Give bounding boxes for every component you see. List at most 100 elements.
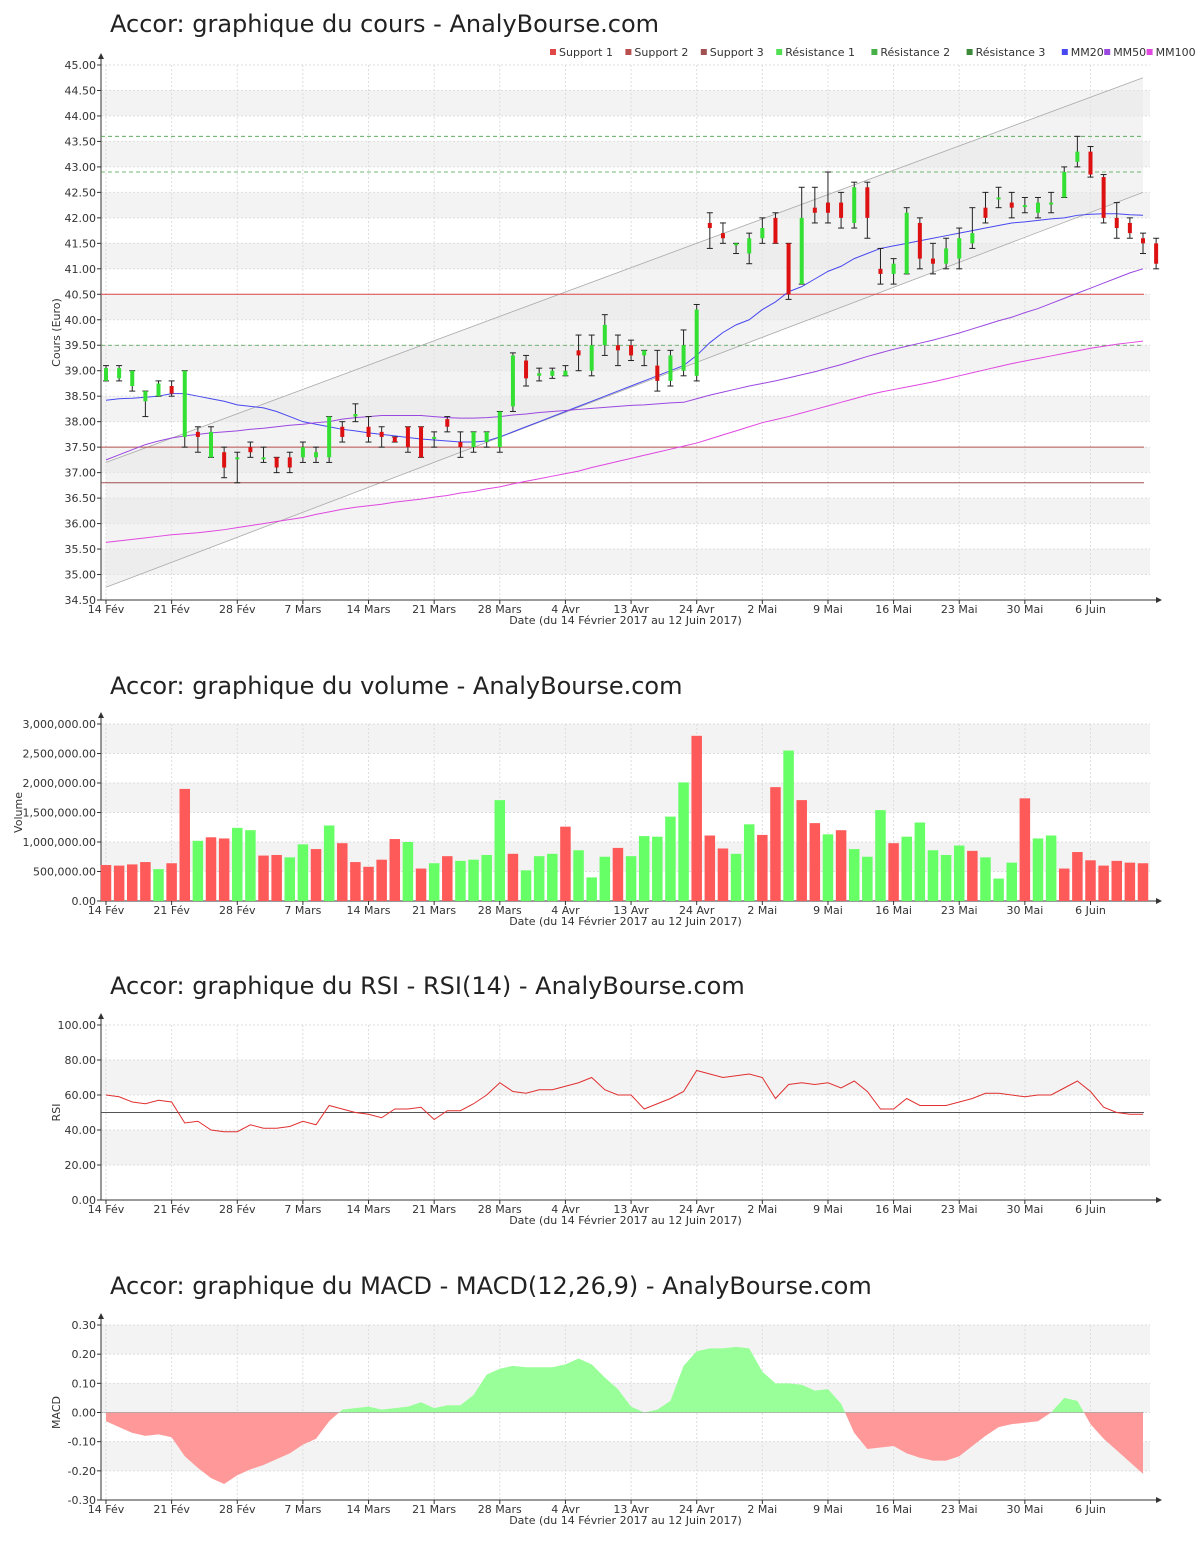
candle-body	[1062, 172, 1067, 198]
macd-positive-area	[338, 1346, 846, 1413]
x-tick-label: 21 Fév	[153, 603, 190, 616]
volume-bar	[730, 853, 742, 901]
x-tick-label: 21 Mars	[412, 1203, 456, 1216]
volume-bar	[1098, 865, 1109, 901]
candle-body	[983, 207, 988, 218]
candle-body	[392, 436, 397, 443]
candle-body	[510, 355, 515, 407]
x-tick-label: 30 Mai	[1006, 1503, 1043, 1516]
y-tick-label: 45.00	[65, 59, 97, 72]
grid-band	[101, 90, 1150, 116]
volume-bar	[1019, 798, 1031, 901]
volume-bar	[179, 788, 191, 901]
volume-bar	[153, 869, 164, 901]
x-axis-label: Date (du 14 Février 2017 au 12 Juin 2017…	[509, 915, 742, 928]
macd-chart: -0.30 -0.20 -0.10 0.00 0.10 0.20 0.30 14 Fév 21 …	[50, 1313, 1162, 1527]
candle-body	[629, 345, 634, 356]
candle-body	[878, 268, 883, 274]
volume-bar	[389, 839, 401, 901]
candle-body	[642, 350, 647, 356]
candle-body	[917, 222, 922, 259]
y-tick-label: 36.00	[65, 518, 97, 531]
x-tick-label: 2 Mai	[747, 904, 777, 917]
x-tick-label: 21 Mars	[412, 1503, 456, 1516]
legend-label: Résistance 1	[785, 46, 855, 59]
macd-positive-area	[1051, 1397, 1084, 1413]
y-tick-label: 100.00	[58, 1019, 97, 1032]
volume-bar	[980, 857, 991, 901]
legend-swatch	[1146, 49, 1153, 55]
y-tick-label: 60.00	[65, 1089, 97, 1102]
y-axis-label: Volume	[12, 792, 25, 833]
volume-bar	[1006, 862, 1017, 901]
y-tick-label: 42.00	[65, 212, 97, 225]
x-tick-label: 28 Fév	[219, 1503, 256, 1516]
grid-band	[101, 783, 1150, 813]
candle-body	[274, 457, 279, 468]
candle-body	[1088, 151, 1093, 175]
candle-body	[248, 447, 253, 453]
x-tick-label: 14 Mars	[347, 1203, 391, 1216]
volume-bar	[1111, 860, 1122, 901]
volume-bar	[140, 862, 151, 901]
x-tick-label: 16 Mai	[875, 1503, 912, 1516]
volume-bar	[967, 850, 978, 901]
candle-body	[445, 419, 450, 427]
x-tick-label: 21 Mars	[412, 904, 456, 917]
volume-bar	[547, 853, 558, 901]
grid-band	[101, 1130, 1150, 1165]
price-chart-title: Accor: graphique du cours - AnalyBourse.…	[110, 10, 660, 38]
volume-bar	[310, 849, 322, 901]
candle-body	[944, 248, 949, 264]
x-tick-label: 13 Avr	[613, 904, 649, 917]
y-axis-arrow	[98, 1013, 104, 1019]
volume-bar	[625, 856, 637, 901]
candle-body	[340, 426, 345, 437]
x-tick-label: 21 Fév	[153, 1203, 190, 1216]
candle-body	[655, 365, 660, 381]
candle-body	[537, 373, 542, 376]
legend-label: Support 2	[634, 46, 688, 59]
y-tick-label: 41.50	[65, 237, 97, 250]
candle-body	[773, 217, 778, 244]
legend-swatch	[871, 49, 878, 55]
x-tick-label: 4 Avr	[551, 1203, 580, 1216]
x-tick-label: 30 Mai	[1006, 904, 1043, 917]
volume-bar	[560, 826, 571, 901]
macd-chart-panel: Accor: graphique du MACD - MACD(12,26,9)…	[0, 1262, 1200, 1550]
y-tick-label: -0.20	[68, 1465, 96, 1478]
y-tick-label: 40.00	[65, 1124, 97, 1137]
candle-body	[1035, 202, 1040, 213]
x-tick-label: 9 Mai	[813, 1203, 843, 1216]
volume-bar	[520, 870, 532, 901]
candle-body	[287, 457, 292, 468]
y-tick-label: 39.50	[65, 339, 97, 352]
volume-bar	[455, 860, 466, 901]
candle-body	[1127, 222, 1132, 234]
candle-body	[1022, 205, 1027, 208]
y-axis-label: Cours (Euro)	[50, 298, 63, 367]
volume-bar	[1124, 862, 1136, 901]
volume-bar	[245, 830, 256, 901]
x-tick-label: 13 Avr	[613, 1503, 649, 1516]
candle-body	[707, 222, 712, 229]
legend-label: Résistance 2	[880, 46, 950, 59]
x-tick-label: 23 Mai	[941, 904, 978, 917]
volume-bar	[1058, 868, 1070, 901]
volume-bar	[323, 825, 335, 901]
candle-body	[602, 324, 607, 346]
candle-body	[458, 442, 463, 448]
x-tick-label: 2 Mai	[747, 1203, 777, 1216]
x-tick-label: 24 Avr	[679, 1503, 715, 1516]
candle-body	[799, 217, 804, 285]
candle-body	[786, 243, 791, 295]
x-tick-label: 14 Fév	[88, 603, 125, 616]
volume-chart: 0.00 500,000.00 1,000,000.00 1,500,000.00 2,…	[12, 712, 1162, 928]
rsi-line	[105, 1069, 1143, 1133]
y-tick-label: 35.50	[65, 543, 97, 556]
x-tick-label: 14 Mars	[347, 1503, 391, 1516]
candle-body	[550, 370, 555, 376]
x-tick-label: 28 Mars	[478, 904, 522, 917]
legend-swatch	[550, 49, 556, 55]
volume-bar	[901, 836, 912, 901]
